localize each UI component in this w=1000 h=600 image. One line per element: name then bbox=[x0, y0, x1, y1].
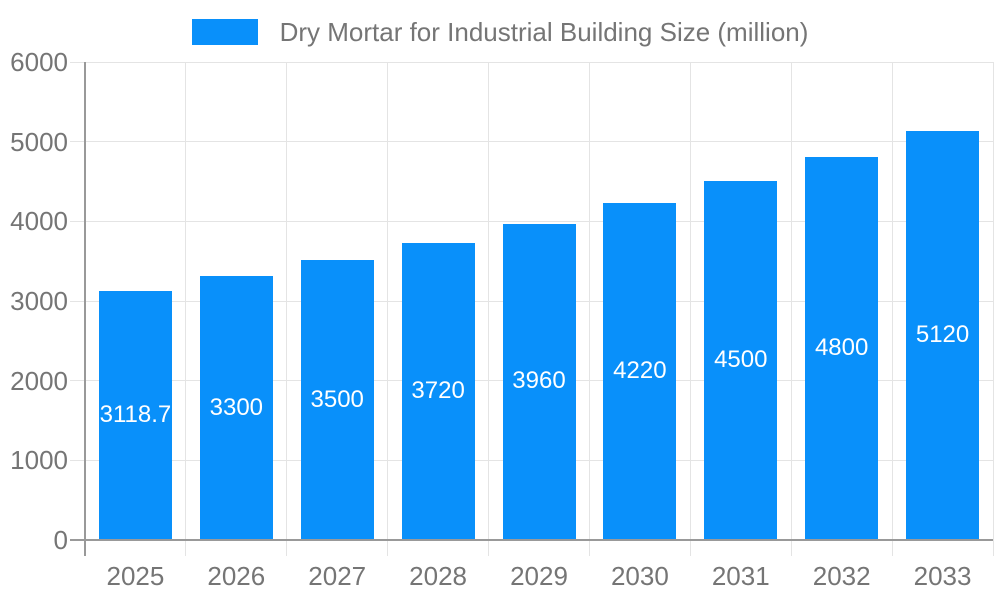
gridline-vertical bbox=[689, 62, 691, 556]
bar-value-label: 4800 bbox=[814, 333, 869, 361]
bar-value-label: 5120 bbox=[915, 321, 970, 349]
y-axis-tick-label: 1000 bbox=[10, 445, 68, 476]
legend-swatch[interactable] bbox=[191, 19, 258, 45]
gridline-horizontal bbox=[70, 141, 993, 143]
bar-2031[interactable]: 4500 bbox=[704, 180, 778, 539]
bar-value-label: 3300 bbox=[209, 393, 264, 421]
y-axis-tick-label: 3000 bbox=[10, 286, 68, 316]
x-axis-tick-label: 2028 bbox=[409, 561, 468, 591]
gridline-vertical bbox=[891, 62, 893, 556]
gridline-vertical bbox=[992, 62, 994, 556]
gridline-horizontal bbox=[70, 61, 993, 63]
bar-2027[interactable]: 3500 bbox=[300, 260, 374, 539]
x-axis-tick-label: 2030 bbox=[610, 561, 669, 591]
y-axis-tick-label: 2000 bbox=[10, 365, 68, 396]
y-axis-tick-label: 4000 bbox=[10, 206, 68, 237]
x-axis-tick-label: 2033 bbox=[913, 561, 972, 591]
y-axis-tick-label: 0 bbox=[53, 525, 68, 555]
gridline-vertical bbox=[387, 62, 389, 556]
legend: Dry Mortar for Industrial Building Size … bbox=[0, 17, 1000, 47]
bar-2032[interactable]: 4800 bbox=[805, 156, 879, 539]
y-axis-tick-label: 6000 bbox=[10, 47, 68, 77]
gridline-vertical bbox=[185, 62, 187, 556]
gridline-horizontal bbox=[70, 220, 993, 222]
bar-2028[interactable]: 3720 bbox=[401, 242, 475, 539]
gridline-vertical bbox=[488, 62, 490, 556]
gridline-vertical bbox=[790, 62, 792, 556]
bar-value-label: 3118.7 bbox=[99, 400, 172, 428]
x-axis-tick-label: 2031 bbox=[711, 561, 770, 591]
x-axis-tick-label: 2025 bbox=[106, 561, 165, 591]
x-axis-line bbox=[70, 539, 993, 541]
bar-value-label: 4500 bbox=[714, 345, 768, 373]
bar-2029[interactable]: 3960 bbox=[502, 223, 576, 539]
bar-value-label: 3960 bbox=[512, 367, 566, 395]
x-axis-tick-label: 2029 bbox=[510, 561, 568, 591]
bar-2030[interactable]: 4220 bbox=[603, 202, 677, 539]
bar-value-label: 3720 bbox=[411, 376, 465, 404]
x-axis-tick-label: 2032 bbox=[812, 561, 871, 591]
y-axis-tick-label: 5000 bbox=[10, 126, 68, 157]
bar-2033[interactable]: 5120 bbox=[906, 131, 980, 539]
bar-2026[interactable]: 3300 bbox=[199, 276, 273, 539]
plot-area: 0 1000 2000 3000 4000 5000 6000 3118.7 2025 3300 2… bbox=[10, 49, 994, 590]
bar-2025[interactable]: 3118.7 bbox=[98, 290, 172, 539]
gridline-vertical bbox=[286, 62, 288, 556]
x-axis-tick-label: 2027 bbox=[308, 561, 367, 591]
y-axis-line bbox=[84, 62, 86, 556]
gridline-vertical bbox=[588, 62, 590, 556]
bar-value-label: 3500 bbox=[310, 385, 364, 413]
legend-label[interactable]: Dry Mortar for Industrial Building Size … bbox=[279, 17, 809, 47]
bar-value-label: 4220 bbox=[613, 356, 667, 384]
x-axis-tick-label: 2026 bbox=[207, 561, 266, 591]
